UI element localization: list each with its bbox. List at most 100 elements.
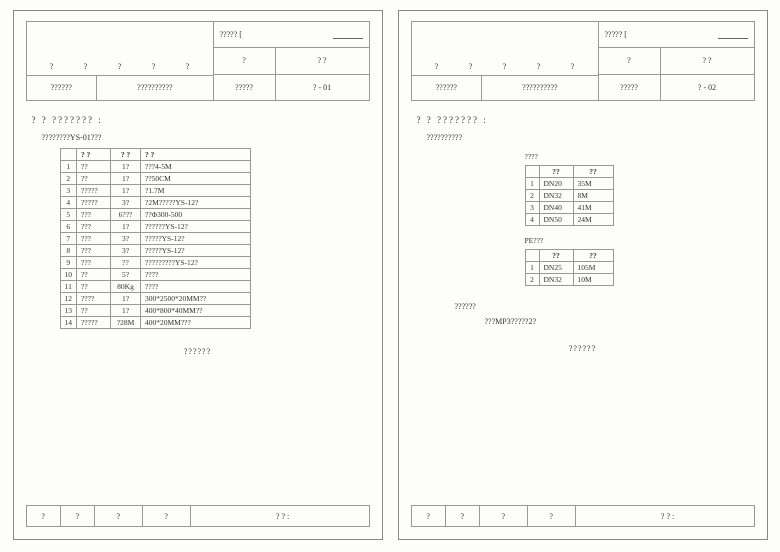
cell: ?????????YS-12? — [141, 257, 251, 269]
table-row: 7???3??????YS-12? — [60, 233, 251, 245]
table-row: 3?????1??1.7M — [60, 185, 251, 197]
table-row: 13??1?400*800*40MM?? — [60, 305, 251, 317]
footer-cell: ? — [528, 506, 576, 526]
cell: 105M — [573, 262, 613, 274]
hr-title-text: ????? [ — [605, 30, 627, 39]
header-bottom-row: ?????? ?????????? — [27, 75, 213, 100]
underline — [333, 31, 363, 39]
title-block: ? ? ? ? ? ?????? ?????????? ????? [ ? ? … — [26, 21, 370, 101]
cell: 9 — [60, 257, 77, 269]
footer-cell: ? — [446, 506, 480, 526]
cell: 14 — [60, 317, 77, 329]
hr-title: ????? [ — [599, 22, 754, 48]
cell: 5? — [111, 269, 141, 281]
cell: 11 — [60, 281, 77, 293]
table-row: 9??????????????YS-12? — [60, 257, 251, 269]
cell: 1 — [525, 262, 539, 274]
table-row: 1DN2035M — [525, 178, 613, 190]
cell: ?1.7M — [141, 185, 251, 197]
footer-left: ? ? ? ? ? ? : — [26, 505, 370, 527]
q: ? — [84, 62, 88, 71]
title-block: ? ? ? ? ? ?????? ?????????? ????? [ ? ? … — [411, 21, 755, 101]
cell: 6 — [60, 221, 77, 233]
table-header-row: ? ? ? ? ? ? — [60, 149, 251, 161]
cell: 1? — [111, 173, 141, 185]
q: ? — [435, 62, 439, 71]
table-row: 4?????3??2M?????YS-12? — [60, 197, 251, 209]
cell: 2 — [525, 190, 539, 202]
title-block-right: ????? [ ? ? ? ????? ? - 01 — [213, 21, 370, 101]
page-right: ? ? ? ? ? ?????? ?????????? ????? [ ? ? … — [398, 10, 768, 540]
hr-r2b: ? ? — [276, 48, 369, 73]
table-row: 3DN4041M — [525, 202, 613, 214]
cell: 10 — [60, 269, 77, 281]
sub2: ?????? — [455, 302, 751, 311]
hr-title-text: ????? [ — [220, 30, 242, 39]
q: ? — [503, 62, 507, 71]
cell: 2 — [525, 274, 539, 286]
cell: DN32 — [539, 274, 573, 286]
cell: 41M — [573, 202, 613, 214]
q: ? — [571, 62, 575, 71]
cell: 12 — [60, 293, 77, 305]
cell: 8 — [60, 245, 77, 257]
hr-r3: ????? ? - 01 — [214, 75, 369, 100]
cell: 400*20MM??? — [141, 317, 251, 329]
cell: ????? — [77, 185, 111, 197]
content-left: ? ? ??????? : ????????YS-01??? ? ? ? ? ?… — [26, 101, 370, 360]
th — [525, 250, 539, 262]
hr-r2b: ? ? — [661, 48, 754, 73]
label2: PE??? — [525, 236, 751, 245]
note: ?????? — [30, 347, 366, 356]
table-row: 1??1????4-5M — [60, 161, 251, 173]
cell: ???? — [141, 269, 251, 281]
footer-cell: ? ? : — [576, 506, 754, 526]
cell: DN25 — [539, 262, 573, 274]
cell: ??? — [77, 209, 111, 221]
cell: ?? — [77, 173, 111, 185]
q: ? — [537, 62, 541, 71]
q: ? — [50, 62, 54, 71]
footer-cell: ? ? : — [191, 506, 369, 526]
footer-right: ? ? ? ? ? ? : — [411, 505, 755, 527]
hr-title: ????? [ — [214, 22, 369, 48]
table-row: 10??5????? — [60, 269, 251, 281]
cell: 1? — [111, 305, 141, 317]
cell: ??Φ300-500 — [141, 209, 251, 221]
table-header-row: ?? ?? — [525, 250, 613, 262]
cell: 3? — [111, 197, 141, 209]
pipe-table-2: ?? ?? 1DN25105M2DN3210M — [525, 249, 614, 286]
hr-r2: ? ? ? — [599, 48, 754, 74]
footer-cell: ? — [480, 506, 528, 526]
hr-r2a: ? — [599, 48, 661, 73]
cell: 3 — [60, 185, 77, 197]
pipe-table-1: ?? ?? 1DN2035M2DN328M3DN4041M4DN5024M — [525, 165, 614, 226]
cell: ?? — [77, 269, 111, 281]
th: ?? — [539, 250, 573, 262]
cell: DN32 — [539, 190, 573, 202]
materials-table: ? ? ? ? ? ? 1??1????4-5M2??1???50CM3????… — [60, 148, 252, 329]
subtitle: ????????YS-01??? — [42, 133, 366, 142]
cell: DN50 — [539, 214, 573, 226]
cell: ??????YS-12? — [141, 221, 251, 233]
table-row: 2??1???50CM — [60, 173, 251, 185]
cell: ??? — [77, 221, 111, 233]
drawing-number: ? - 01 — [276, 75, 369, 100]
cell: ???4-5M — [141, 161, 251, 173]
cell: 1 — [525, 178, 539, 190]
q: ? — [118, 62, 122, 71]
cell: ????? — [77, 197, 111, 209]
cell: 3 — [525, 202, 539, 214]
cell: 400*800*40MM?? — [141, 305, 251, 317]
drawing-number: ? - 02 — [661, 75, 754, 100]
cell: ???? — [141, 281, 251, 293]
title-block-left: ? ? ? ? ? ?????? ?????????? — [26, 21, 213, 101]
table-row: 4DN5024M — [525, 214, 613, 226]
q: ? — [152, 62, 156, 71]
cell: ?? — [77, 281, 111, 293]
cell: ?? — [77, 305, 111, 317]
content-right: ? ? ??????? : ?????????? ???? ?? ?? 1DN2… — [411, 101, 755, 357]
cell: 7 — [60, 233, 77, 245]
cell: 24M — [573, 214, 613, 226]
cell: 2 — [60, 173, 77, 185]
